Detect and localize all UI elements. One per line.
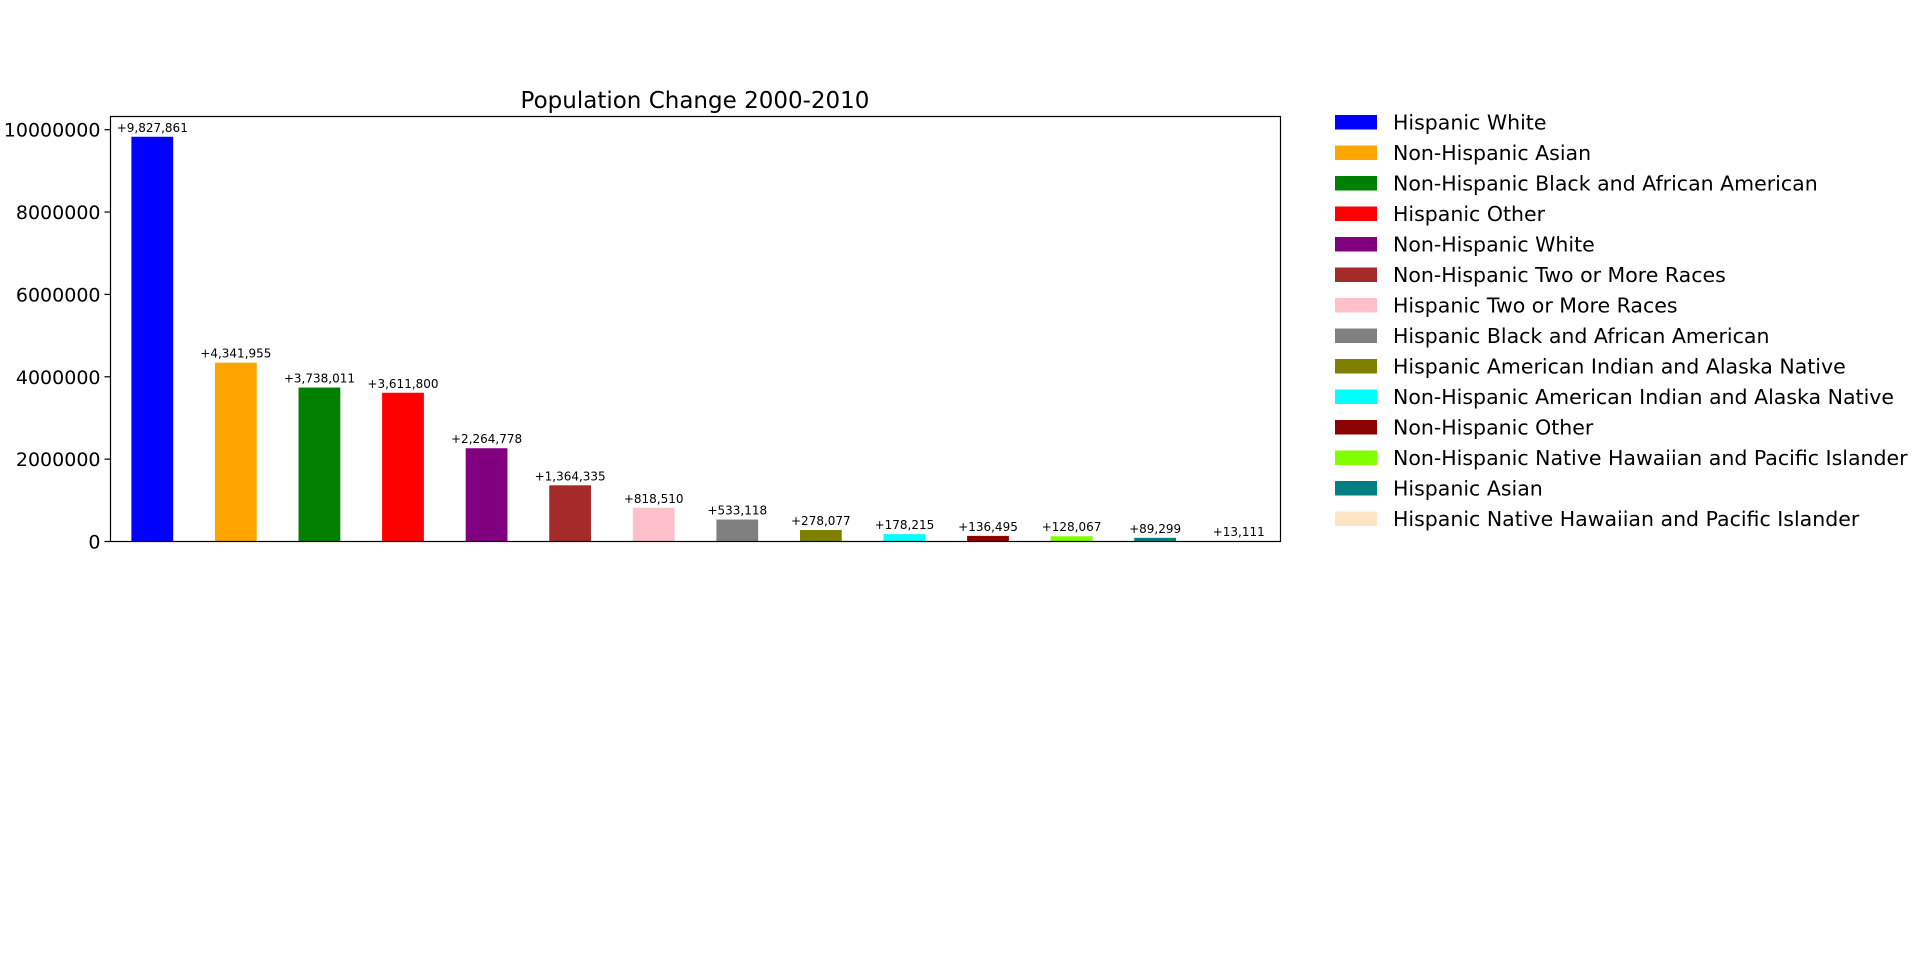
legend-swatch xyxy=(1335,206,1377,221)
y-tick-label: 0 xyxy=(88,532,100,554)
data-label: +2,264,778 xyxy=(451,432,522,446)
bars xyxy=(131,136,1260,542)
legend-swatch xyxy=(1335,328,1377,343)
legend-label: Hispanic Other xyxy=(1393,202,1546,226)
legend-swatch xyxy=(1335,176,1377,191)
bar xyxy=(214,362,257,542)
data-label: +4,341,955 xyxy=(200,347,271,361)
data-label: +278,077 xyxy=(791,514,851,528)
bar xyxy=(549,485,592,542)
legend: Hispanic White Non-Hispanic Asian Non-Hisp… xyxy=(1335,111,1908,531)
bar xyxy=(465,448,508,542)
plot-frame xyxy=(109,115,1282,543)
y-tick-label: 8000000 xyxy=(16,202,101,224)
data-label: +533,118 xyxy=(707,504,767,518)
chart-title: Population Change 2000-2010 xyxy=(521,88,870,114)
data-label: +89,299 xyxy=(1129,522,1181,536)
legend-label: Non-Hispanic Other xyxy=(1393,416,1594,440)
legend-label: Hispanic Native Hawaiian and Pacific Isl… xyxy=(1393,507,1860,531)
data-label: +3,611,800 xyxy=(367,377,438,391)
bar xyxy=(1134,537,1177,542)
data-label: +818,510 xyxy=(624,492,684,506)
bar xyxy=(1050,536,1093,542)
legend-label: Non-Hispanic American Indian and Alaska … xyxy=(1393,385,1894,409)
bar xyxy=(799,530,842,542)
legend-swatch xyxy=(1335,389,1377,404)
legend-label: Non-Hispanic Native Hawaiian and Pacific… xyxy=(1393,446,1908,470)
bar xyxy=(298,387,341,542)
legend-label: Hispanic Two or More Races xyxy=(1393,294,1678,318)
y-axis: 0 2000000 4000000 6000000 8000000 10000000 xyxy=(4,120,111,554)
y-tick-label: 6000000 xyxy=(16,284,101,306)
bar xyxy=(632,507,675,542)
legend-label: Non-Hispanic Black and African American xyxy=(1393,172,1818,196)
legend-label: Hispanic White xyxy=(1393,111,1546,135)
legend-swatch xyxy=(1335,115,1377,130)
legend-swatch xyxy=(1335,145,1377,160)
data-label: +178,215 xyxy=(875,518,935,532)
data-label: +13,111 xyxy=(1213,525,1265,539)
data-label: +128,067 xyxy=(1042,520,1102,534)
legend-swatch xyxy=(1335,298,1377,313)
data-label: +9,827,861 xyxy=(117,121,188,135)
legend-label: Non-Hispanic Asian xyxy=(1393,141,1591,165)
y-tick-label: 2000000 xyxy=(16,449,101,471)
data-label: +3,738,011 xyxy=(284,372,355,386)
legend-swatch xyxy=(1335,237,1377,252)
data-labels: +9,827,861 +4,341,955 +3,738,011 +3,611,800… xyxy=(117,121,1265,539)
data-label: +136,495 xyxy=(958,520,1018,534)
y-tick-label: 10000000 xyxy=(4,120,101,142)
bar xyxy=(131,136,174,542)
bar xyxy=(382,392,424,542)
legend-swatch xyxy=(1335,267,1377,282)
legend-swatch xyxy=(1335,511,1377,526)
y-tick-label: 4000000 xyxy=(16,367,101,389)
bar xyxy=(883,534,926,542)
bar xyxy=(967,535,1009,542)
legend-swatch xyxy=(1335,359,1377,374)
data-label: +1,364,335 xyxy=(535,469,606,483)
legend-swatch xyxy=(1335,420,1377,435)
legend-swatch xyxy=(1335,481,1377,496)
legend-label: Non-Hispanic White xyxy=(1393,233,1595,257)
bar xyxy=(716,519,759,542)
legend-label: Hispanic Black and African American xyxy=(1393,324,1769,348)
legend-label: Non-Hispanic Two or More Races xyxy=(1393,263,1726,287)
legend-swatch xyxy=(1335,450,1377,465)
legend-label: Hispanic Asian xyxy=(1393,477,1543,501)
legend-label: Hispanic American Indian and Alaska Nati… xyxy=(1393,355,1846,379)
